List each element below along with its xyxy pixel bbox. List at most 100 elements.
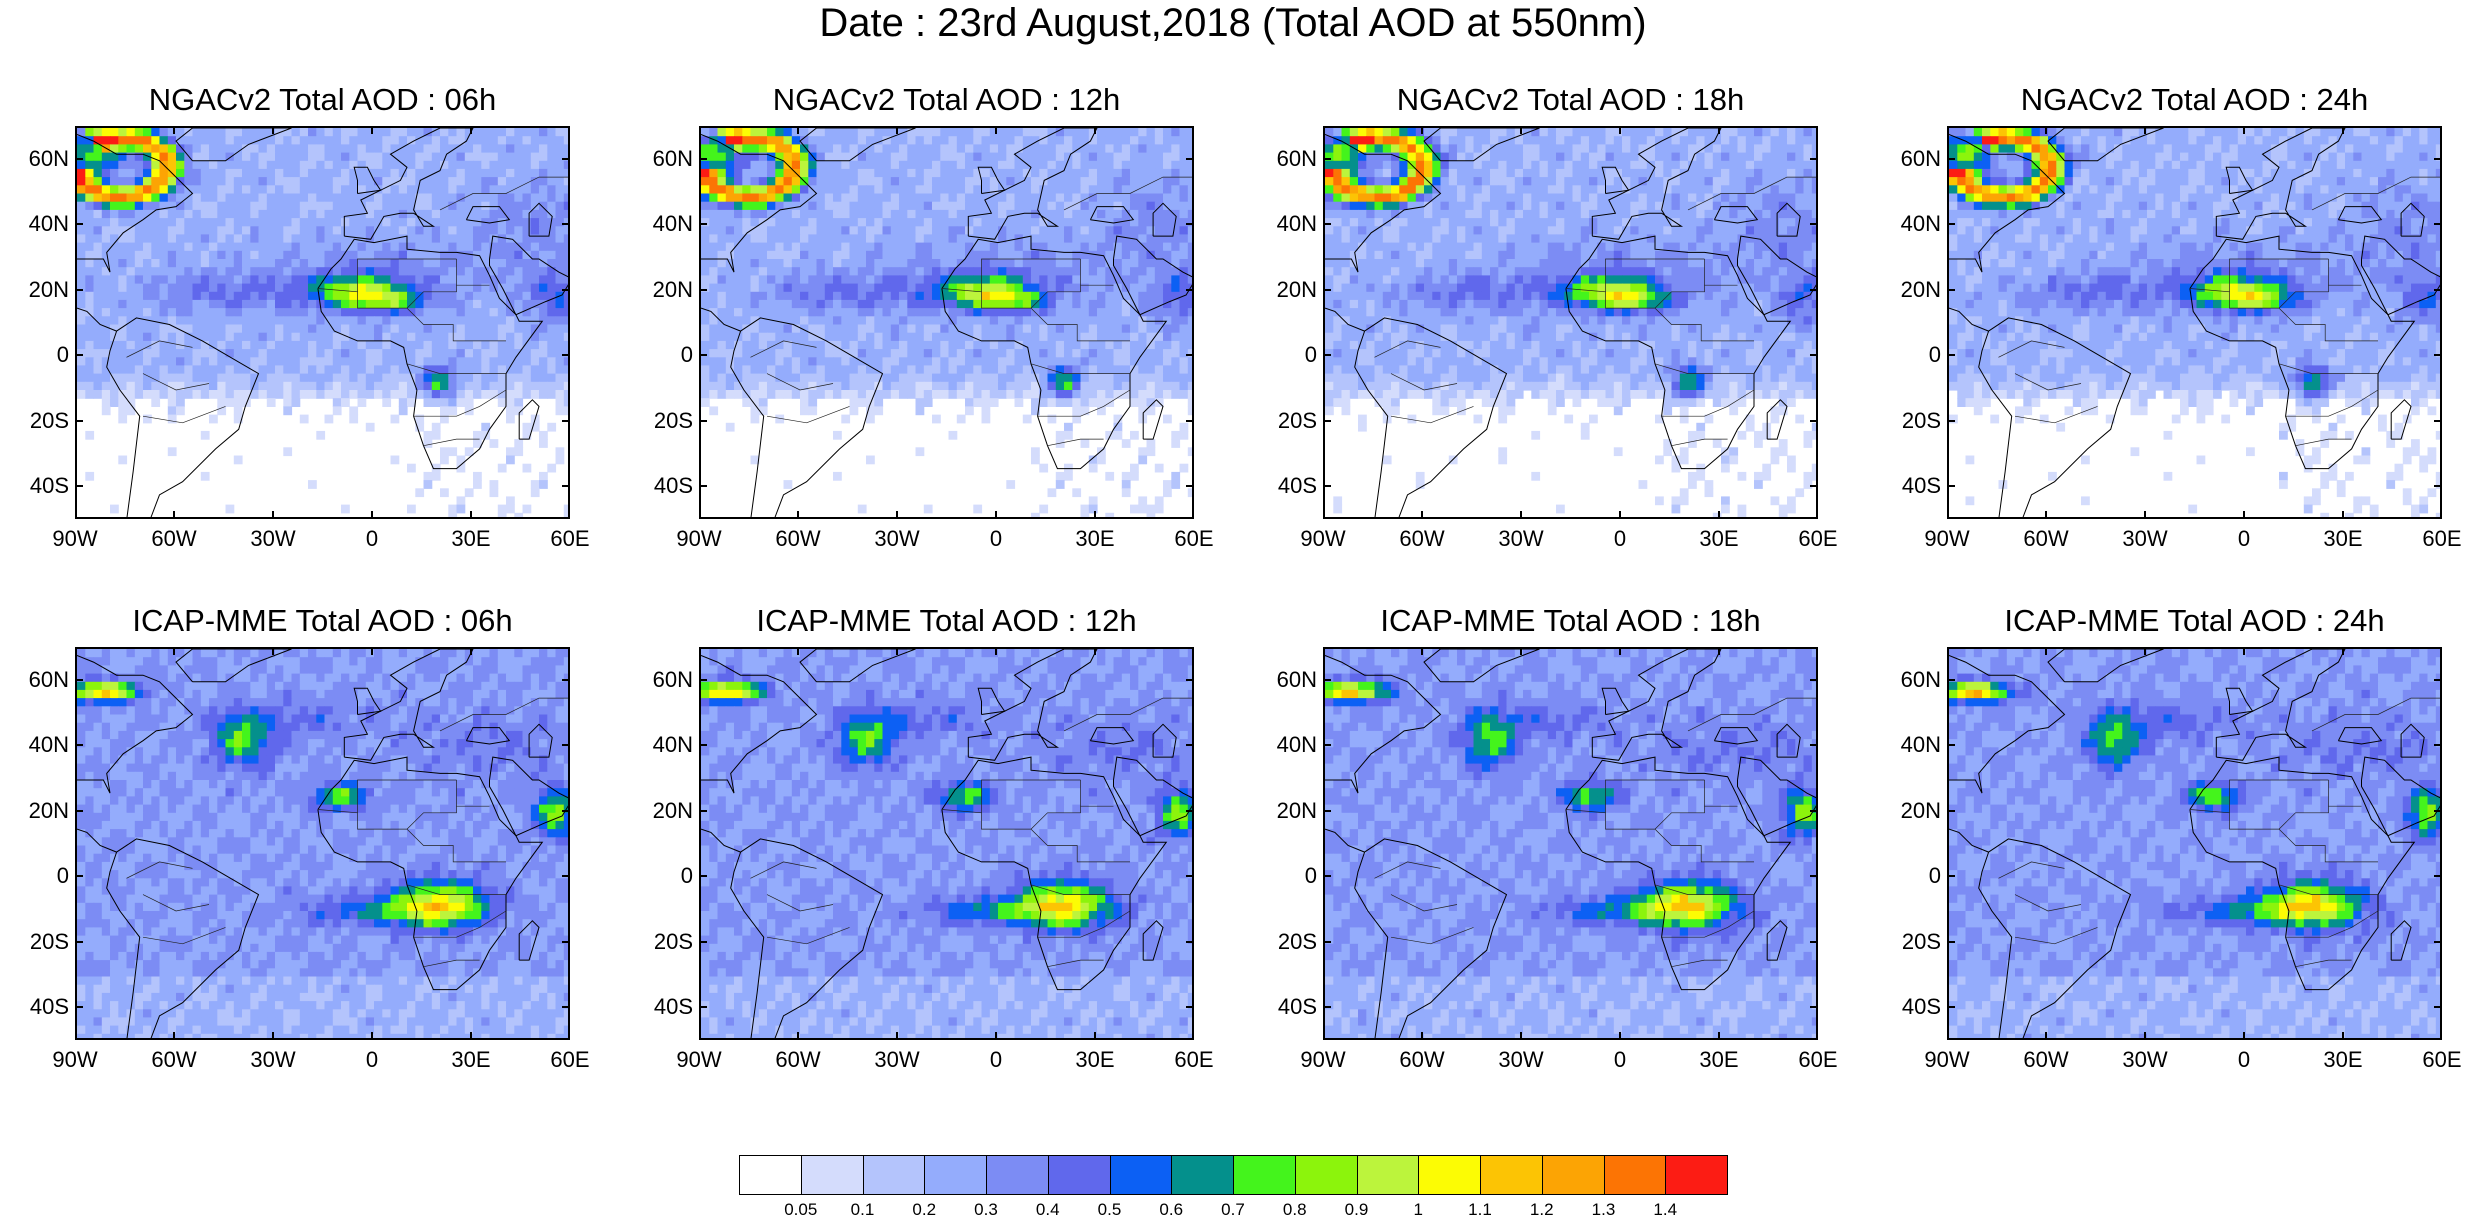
aod-cell — [1179, 381, 1189, 391]
aod-cell — [258, 308, 268, 317]
aod-cell — [85, 365, 95, 375]
aod-cell — [857, 144, 867, 154]
aod-cell — [1072, 242, 1082, 252]
aod-cell — [382, 177, 392, 186]
aod-cell — [283, 340, 293, 350]
aod-cell — [1448, 136, 1458, 145]
aod-cell — [899, 340, 908, 350]
aod-cell — [1655, 160, 1664, 170]
aod-cell — [1055, 365, 1065, 375]
aod-cell — [1580, 201, 1590, 211]
aod-cell — [841, 144, 851, 154]
aod-cell — [899, 349, 908, 358]
aod-cell — [497, 299, 507, 309]
aod-cell — [800, 357, 809, 367]
aod-cell — [217, 218, 227, 227]
aod-cell — [1064, 283, 1073, 293]
aod-cell — [1072, 488, 1082, 498]
aod-cell — [134, 275, 144, 285]
aod-cell — [357, 349, 367, 358]
aod-cell — [1655, 128, 1664, 137]
aod-cell — [316, 152, 326, 162]
aod-cell — [407, 340, 416, 350]
aod-cell — [1547, 128, 1557, 137]
aod-cell — [882, 357, 892, 367]
aod-cell — [423, 152, 433, 162]
aod-cell — [456, 455, 466, 465]
aod-cell — [242, 242, 251, 252]
aod-cell — [1457, 177, 1466, 186]
aod-cell — [415, 267, 425, 276]
aod-cell — [1589, 160, 1598, 170]
aod-cell — [167, 365, 177, 375]
aod-cell — [1146, 390, 1156, 399]
aod-cell — [1039, 267, 1049, 276]
aod-cell — [522, 324, 532, 334]
aod-cell — [1039, 226, 1049, 236]
aod-cell — [824, 193, 834, 203]
aod-cell — [1589, 185, 1598, 195]
aod-cell — [1039, 168, 1049, 178]
aod-cell — [308, 226, 317, 236]
aod-cell — [956, 332, 966, 342]
aod-cell — [1154, 177, 1164, 186]
aod-cell — [1498, 160, 1508, 170]
aod-cell — [948, 234, 958, 244]
aod-cell — [299, 340, 309, 350]
aod-cell — [965, 226, 974, 236]
aod-cell — [1072, 308, 1082, 317]
aod-cell — [77, 193, 86, 203]
aod-cell — [800, 275, 809, 285]
aod-cell — [816, 291, 826, 301]
aod-cell — [1179, 218, 1189, 227]
aod-cell — [882, 373, 892, 383]
aod-cell — [1072, 250, 1082, 260]
aod-cell — [1130, 291, 1139, 301]
aod-cell — [1457, 128, 1466, 137]
aod-cell — [93, 324, 103, 334]
aod-cell — [341, 283, 350, 293]
aod-cell — [159, 349, 169, 358]
aod-cell — [143, 234, 152, 244]
aod-cell — [192, 128, 202, 137]
aod-cell — [1638, 144, 1648, 154]
aod-cell — [1712, 177, 1722, 186]
aod-cell — [481, 193, 491, 203]
aod-cell — [209, 168, 218, 178]
aod-cell — [1055, 471, 1065, 481]
aod-cell — [423, 471, 433, 481]
aod-cell — [85, 226, 95, 236]
aod-cell — [899, 308, 908, 317]
aod-cell — [316, 201, 326, 211]
aod-cell — [349, 291, 359, 301]
lat-label: 40S — [633, 474, 693, 498]
aod-cell — [1163, 144, 1172, 154]
aod-cell — [159, 316, 169, 326]
aod-cell — [440, 267, 449, 276]
aod-cell — [800, 291, 809, 301]
aod-cell — [1795, 177, 1805, 186]
aod-cell — [940, 275, 950, 285]
aod-cell — [701, 332, 710, 342]
aod-cell — [1105, 226, 1115, 236]
aod-cell — [151, 299, 161, 309]
aod-cell — [415, 242, 425, 252]
aod-cell — [365, 193, 375, 203]
aod-cell — [250, 373, 260, 383]
aod-cell — [110, 390, 119, 399]
aod-cell — [874, 349, 884, 358]
aod-cell — [407, 234, 416, 244]
aod-cell — [717, 332, 727, 342]
aod-cell — [783, 128, 793, 137]
aod-cell — [258, 136, 268, 145]
aod-cell — [1382, 209, 1392, 219]
aod-cell — [134, 357, 144, 367]
aod-cell — [1358, 201, 1367, 211]
aod-cell — [390, 152, 400, 162]
aod-cell — [481, 324, 491, 334]
aod-cell — [431, 357, 441, 367]
aod-cell — [1721, 177, 1730, 186]
aod-cell — [709, 136, 719, 145]
aod-cell — [464, 447, 474, 457]
aod-cell — [783, 390, 793, 399]
